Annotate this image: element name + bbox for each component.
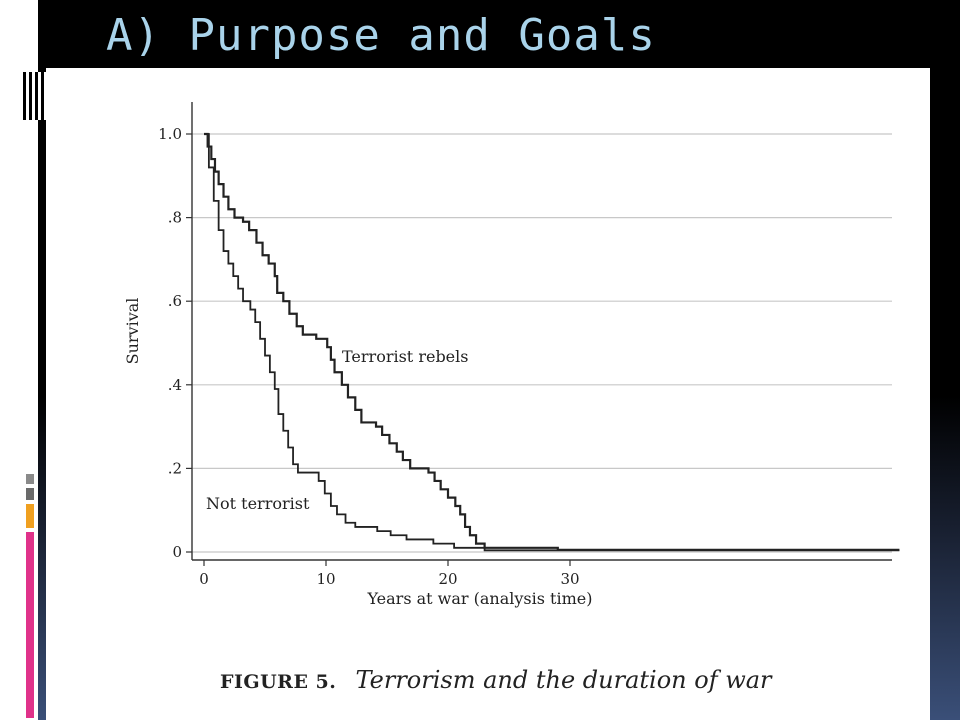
figure-caption: FIGURE 5. Terrorism and the duration of … <box>220 666 772 694</box>
annotation-terrorist-rebels: Terrorist rebels <box>342 347 468 366</box>
y-axis-label: Survival <box>123 298 142 365</box>
x-tick-label: 0 <box>199 570 209 588</box>
x-tick-label: 30 <box>560 570 579 588</box>
x-axis-label: Years at war (analysis time) <box>367 589 593 608</box>
y-tick-label: .2 <box>168 459 182 477</box>
y-tick-label: 1.0 <box>158 125 182 143</box>
x-tick-label: 10 <box>316 570 335 588</box>
annotation-not-terrorist: Not terrorist <box>206 494 310 513</box>
accent-block-gray-2 <box>26 488 34 500</box>
accent-block-orange <box>26 504 34 528</box>
figure-number: FIGURE 5. <box>220 671 337 693</box>
y-tick-label: .6 <box>168 292 182 310</box>
series-line-terrorist-rebels <box>204 132 900 552</box>
y-tick-label: 0 <box>172 543 182 561</box>
survival-chart: 0 .2 .4 .6 .8 1.0 0 10 20 30 Survival Years at war … <box>123 102 900 608</box>
y-tick-label: .8 <box>168 209 182 227</box>
figure-title: Terrorism and the duration of war <box>355 666 772 694</box>
accent-block-gray <box>26 474 34 484</box>
y-tick-label: .4 <box>168 376 182 394</box>
series-line-not-terrorist <box>204 133 900 552</box>
figure-panel: 0 .2 .4 .6 .8 1.0 0 10 20 30 Survival Years at war … <box>46 68 930 720</box>
accent-stripe-pink <box>26 532 34 718</box>
x-tick-label: 20 <box>438 570 457 588</box>
slide-title: A) Purpose and Goals <box>106 10 656 61</box>
